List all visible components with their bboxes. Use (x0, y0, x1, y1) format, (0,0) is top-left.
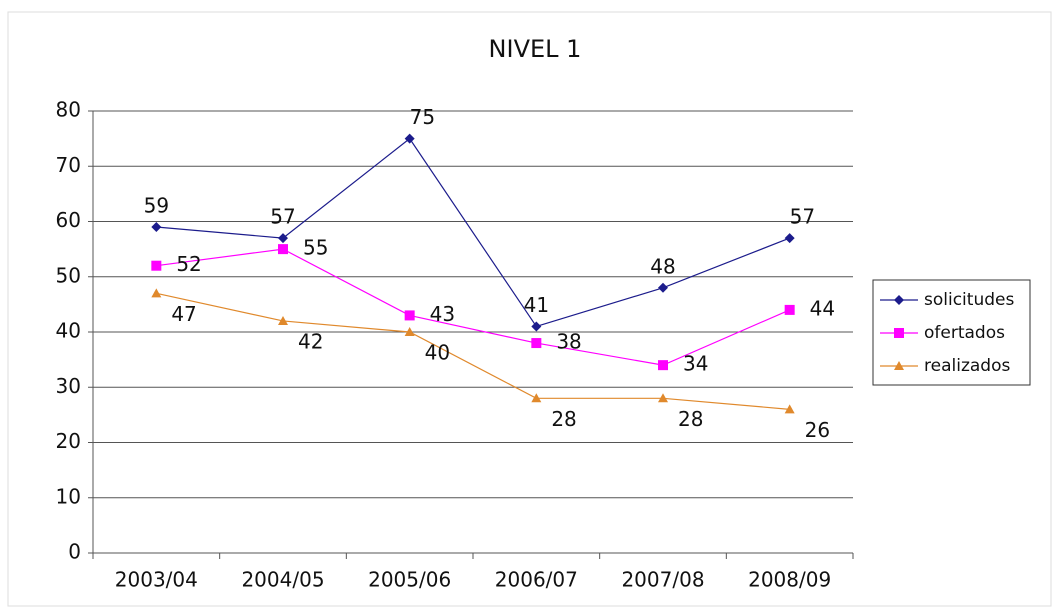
data-label: 34 (683, 352, 708, 376)
point-marker (278, 244, 288, 255)
y-tick-label: 30 (56, 374, 81, 398)
data-label: 59 (144, 194, 169, 218)
data-label: 38 (556, 330, 581, 354)
y-tick-label: 70 (56, 153, 81, 177)
point-marker (151, 222, 162, 233)
data-label: 26 (805, 418, 830, 442)
x-tick-label: 2007/08 (621, 568, 704, 592)
data-label: 42 (298, 329, 323, 353)
series-line (156, 292, 790, 410)
y-tick-label: 20 (56, 429, 81, 453)
legend-marker (894, 295, 904, 305)
data-label: 48 (650, 254, 675, 278)
point-marker (404, 327, 415, 336)
point-marker (531, 321, 542, 332)
legend-marker (894, 361, 904, 370)
y-tick-label: 80 (56, 98, 81, 122)
x-tick-label: 2006/07 (495, 568, 578, 592)
data-label: 47 (171, 302, 196, 326)
legend-label: solicitudes (924, 290, 1014, 310)
x-tick-label: 2004/05 (241, 568, 324, 592)
data-label: 55 (303, 236, 328, 260)
y-tick-label: 40 (56, 319, 81, 343)
point-marker (658, 282, 668, 293)
data-label: 40 (425, 341, 450, 365)
point-marker (531, 338, 542, 349)
legend-label: ofertados (924, 323, 1005, 343)
data-label: 75 (410, 105, 435, 129)
data-label: 43 (430, 302, 455, 326)
point-marker (658, 360, 668, 371)
point-marker (784, 233, 795, 244)
x-tick-label: 2003/04 (115, 568, 198, 592)
y-tick-label: 0 (68, 540, 81, 564)
y-tick-label: 10 (56, 484, 81, 508)
y-tick-label: 50 (56, 263, 81, 287)
point-marker (151, 260, 162, 271)
point-marker (531, 393, 542, 403)
data-label: 57 (270, 205, 295, 229)
point-marker (784, 304, 795, 315)
point-marker (404, 133, 415, 144)
data-label: 41 (524, 293, 549, 317)
point-marker (278, 315, 288, 325)
data-label: 28 (678, 407, 703, 431)
x-tick-label: 2005/06 (368, 568, 451, 592)
y-tick-label: 60 (56, 208, 81, 232)
point-marker (404, 310, 415, 321)
point-marker (658, 393, 668, 403)
x-tick-label: 2008/09 (748, 568, 831, 592)
chart-title: NIVEL 1 (489, 35, 582, 63)
series-line (156, 137, 790, 328)
data-label: 57 (790, 205, 815, 229)
series-line (156, 248, 790, 366)
point-marker (784, 404, 795, 414)
point-marker (151, 288, 162, 298)
legend-label: realizados (924, 356, 1010, 376)
legend-marker (894, 328, 904, 338)
data-label: 52 (176, 252, 201, 276)
point-marker (278, 233, 288, 244)
data-label: 44 (810, 296, 835, 320)
data-label: 28 (551, 407, 576, 431)
